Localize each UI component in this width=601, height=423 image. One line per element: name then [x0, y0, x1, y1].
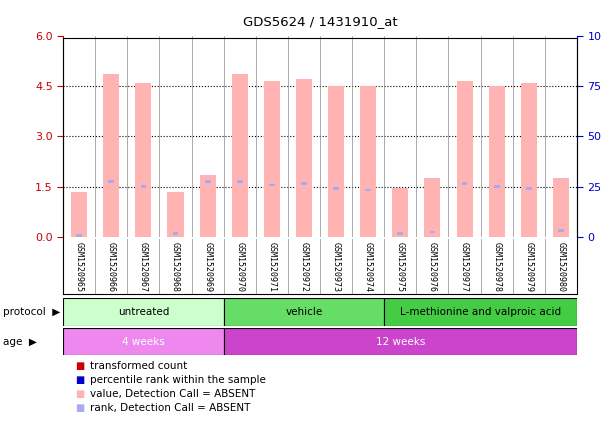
Text: GSM1520980: GSM1520980: [557, 242, 566, 292]
Text: GSM1520977: GSM1520977: [460, 242, 469, 292]
Text: GSM1520974: GSM1520974: [364, 242, 373, 292]
Bar: [424, 178, 441, 237]
Bar: [457, 81, 472, 237]
Text: rank, Detection Call = ABSENT: rank, Detection Call = ABSENT: [90, 403, 251, 413]
Bar: [224, 328, 577, 355]
Text: GSM1520965: GSM1520965: [75, 242, 84, 292]
Text: ■: ■: [75, 389, 84, 399]
Bar: [172, 232, 178, 235]
Bar: [135, 83, 151, 237]
Text: L-methionine and valproic acid: L-methionine and valproic acid: [400, 307, 561, 317]
Bar: [205, 180, 210, 183]
Bar: [333, 187, 339, 190]
Bar: [392, 188, 408, 237]
Bar: [553, 178, 569, 237]
Bar: [168, 192, 183, 237]
Bar: [108, 180, 114, 183]
Bar: [328, 86, 344, 237]
Text: percentile rank within the sample: percentile rank within the sample: [90, 375, 266, 385]
Text: GSM1520978: GSM1520978: [492, 242, 501, 292]
Bar: [63, 298, 224, 326]
Bar: [558, 229, 564, 231]
Text: vehicle: vehicle: [285, 307, 323, 317]
Text: ■: ■: [75, 403, 84, 413]
Text: untreated: untreated: [118, 307, 169, 317]
Text: GSM1520971: GSM1520971: [267, 242, 276, 292]
Bar: [494, 185, 499, 188]
Text: GSM1520973: GSM1520973: [332, 242, 341, 292]
Text: GSM1520969: GSM1520969: [203, 242, 212, 292]
Bar: [200, 175, 216, 237]
Bar: [526, 187, 532, 190]
Text: transformed count: transformed count: [90, 361, 188, 371]
Bar: [489, 86, 505, 237]
Text: ■: ■: [75, 375, 84, 385]
Text: GSM1520967: GSM1520967: [139, 242, 148, 292]
Text: value, Detection Call = ABSENT: value, Detection Call = ABSENT: [90, 389, 255, 399]
Bar: [520, 83, 537, 237]
Bar: [103, 74, 120, 237]
Bar: [430, 231, 435, 233]
Text: 4 weeks: 4 weeks: [122, 337, 165, 346]
Bar: [269, 184, 275, 186]
Bar: [384, 298, 577, 326]
Text: GSM1520972: GSM1520972: [299, 242, 308, 292]
Bar: [224, 298, 384, 326]
Bar: [63, 328, 224, 355]
Text: 12 weeks: 12 weeks: [376, 337, 425, 346]
Text: GSM1520970: GSM1520970: [235, 242, 244, 292]
Bar: [301, 182, 307, 184]
Bar: [232, 74, 248, 237]
Bar: [360, 86, 376, 237]
Bar: [141, 185, 146, 188]
Text: GSM1520976: GSM1520976: [428, 242, 437, 292]
Text: age  ▶: age ▶: [3, 337, 37, 346]
Text: GSM1520979: GSM1520979: [524, 242, 533, 292]
Bar: [71, 192, 87, 237]
Bar: [365, 189, 371, 191]
Text: GDS5624 / 1431910_at: GDS5624 / 1431910_at: [243, 15, 397, 28]
Bar: [237, 180, 243, 183]
Bar: [76, 234, 82, 236]
Text: GSM1520975: GSM1520975: [396, 242, 405, 292]
Text: protocol  ▶: protocol ▶: [3, 307, 60, 317]
Bar: [462, 182, 468, 184]
Bar: [264, 81, 280, 237]
Bar: [296, 80, 312, 237]
Text: GSM1520966: GSM1520966: [107, 242, 116, 292]
Text: GSM1520968: GSM1520968: [171, 242, 180, 292]
Bar: [397, 232, 403, 235]
Text: ■: ■: [75, 361, 84, 371]
